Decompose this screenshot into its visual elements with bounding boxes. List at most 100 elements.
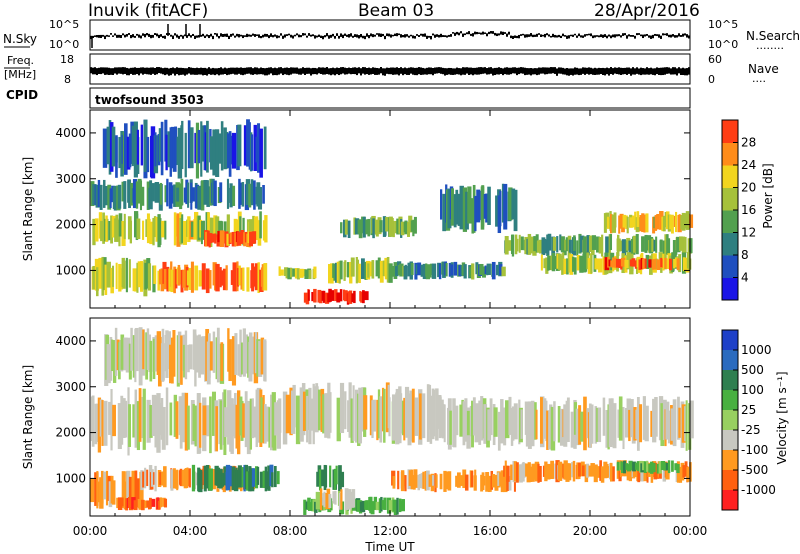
- echo-cell: [260, 397, 263, 443]
- echo-cell: [658, 461, 662, 474]
- echo-cell: [170, 269, 174, 293]
- echo-cell: [606, 216, 612, 229]
- echo-cell: [676, 464, 680, 474]
- nsky-sample: [640, 34, 642, 37]
- time-tick-label: 12:00: [373, 524, 408, 538]
- echo-cell: [487, 409, 492, 441]
- echo-cell: [207, 212, 210, 240]
- echo-cell: [202, 220, 205, 240]
- echo-band: [603, 256, 680, 271]
- echo-cell: [300, 269, 304, 277]
- echo-cell: [209, 217, 213, 248]
- echo-cell: [453, 194, 457, 228]
- echo-cell: [669, 214, 673, 230]
- freq-sample: [574, 67, 576, 75]
- freq-sample: [606, 67, 608, 75]
- echo-cell: [367, 263, 370, 278]
- echo-cell: [237, 124, 242, 167]
- velocity-ytick-label: 1000: [55, 471, 86, 485]
- echo-cell: [239, 182, 244, 205]
- freq-sample: [600, 68, 602, 75]
- nsky-sample: [552, 33, 554, 38]
- echo-cell: [501, 266, 506, 277]
- freq-sample: [324, 67, 326, 75]
- freq-sample: [276, 68, 278, 76]
- power-colorbar-segment: [722, 277, 738, 301]
- echo-cell: [464, 398, 468, 442]
- echo-cell: [678, 407, 682, 438]
- echo-cell: [159, 497, 163, 508]
- freq-sample: [400, 67, 402, 74]
- nsky-sample: [258, 34, 260, 38]
- time-axis-label: Time UT: [364, 540, 415, 554]
- echo-band: [303, 288, 369, 305]
- echo-cell: [170, 337, 174, 384]
- freq-sample: [130, 67, 132, 74]
- echo-cell: [636, 461, 642, 472]
- nsky-sample: [688, 35, 690, 39]
- nsky-sample: [438, 34, 440, 38]
- freq-sample: [320, 67, 322, 74]
- echo-cell: [580, 411, 585, 442]
- freq-sample: [430, 67, 432, 75]
- echo-cell: [278, 398, 282, 433]
- nsky-sample: [116, 34, 118, 38]
- echo-cell: [632, 461, 636, 472]
- echo-cell: [211, 178, 215, 206]
- freq-sample: [680, 68, 682, 76]
- echo-cell: [149, 221, 154, 245]
- echo-cell: [146, 328, 150, 370]
- nsky-sample: [474, 31, 476, 35]
- echo-cell: [602, 397, 606, 436]
- echo-cell: [533, 236, 536, 252]
- nsky-sample: [160, 34, 162, 37]
- echo-cell: [153, 265, 157, 284]
- echo-cell: [461, 262, 466, 277]
- echo-cell: [166, 266, 170, 292]
- echo-cell: [438, 396, 442, 439]
- echo-cell: [605, 410, 609, 448]
- echo-cell: [418, 393, 422, 440]
- freq-sample: [602, 67, 604, 76]
- nsky-sample: [144, 33, 146, 38]
- freq-sample: [370, 68, 372, 75]
- echo-cell: [682, 257, 686, 272]
- echo-cell: [674, 463, 678, 471]
- echo-cell: [401, 499, 405, 512]
- echo-cell: [377, 257, 381, 279]
- nsearch-dots: ........: [756, 39, 784, 52]
- echo-cell: [653, 258, 657, 270]
- power-ylabel: Slant Range [km]: [21, 157, 35, 261]
- nsky-sample: [100, 34, 102, 39]
- echo-cell: [111, 480, 116, 505]
- nsky-sample: [462, 33, 464, 37]
- velocity-colorbar-segment: [722, 490, 738, 511]
- echo-cell: [472, 184, 476, 233]
- velocity-ytick-label: 3000: [55, 380, 86, 394]
- freq-sample: [272, 68, 274, 76]
- echo-cell: [486, 263, 491, 275]
- echo-cell: [209, 270, 212, 289]
- echo-cell: [209, 341, 214, 371]
- echo-cell: [212, 331, 216, 373]
- echo-cell: [292, 268, 297, 277]
- nsky-sample: [342, 34, 344, 39]
- echo-cell: [222, 268, 228, 291]
- echo-cell: [628, 409, 631, 442]
- echo-cell: [209, 178, 213, 206]
- echo-cell: [671, 460, 674, 472]
- freq-sample: [252, 68, 254, 75]
- freq-sample: [302, 67, 304, 74]
- freq-sample: [140, 67, 142, 74]
- freq-sample: [248, 67, 250, 74]
- freq-sample: [508, 67, 510, 75]
- echo-cell: [109, 188, 112, 209]
- echo-cell: [422, 471, 425, 489]
- echo-cell: [99, 399, 103, 437]
- freq-sample: [336, 67, 338, 75]
- nsky-sample: [124, 34, 126, 38]
- nsky-sample: [322, 35, 324, 40]
- echo-cell: [689, 400, 694, 439]
- echo-cell: [252, 470, 255, 487]
